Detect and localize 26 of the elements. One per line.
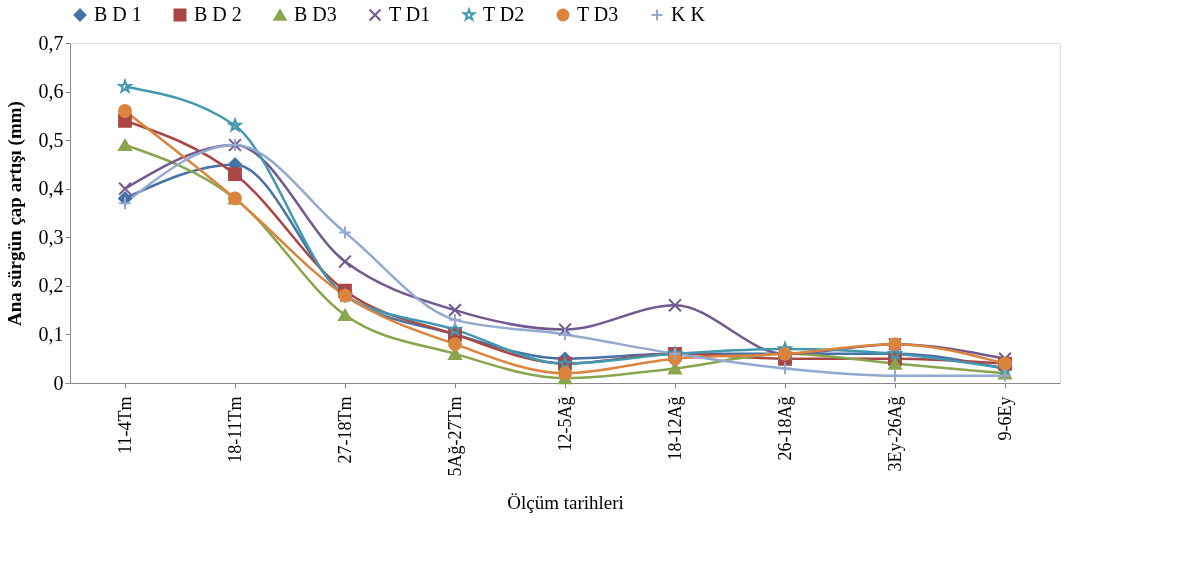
x-axis-title: Ölçüm tarihleri bbox=[507, 492, 624, 514]
x-tick-label: 18-11Tm bbox=[224, 396, 245, 463]
legend-label: B D 1 bbox=[94, 3, 142, 25]
y-tick-label: 0,4 bbox=[38, 177, 64, 200]
y-tick-label: 0,3 bbox=[38, 225, 64, 248]
y-tick-label: 0 bbox=[53, 371, 64, 394]
x-tick-label: 9-6Ey bbox=[994, 396, 1015, 441]
y-tick-label: 0,6 bbox=[38, 80, 64, 103]
y-tick-label: 0,5 bbox=[38, 128, 64, 151]
x-tick-label: 3Ey-26Ağ bbox=[884, 396, 905, 472]
legend-label: T D2 bbox=[483, 3, 525, 25]
y-tick-label: 0,2 bbox=[38, 274, 64, 297]
x-tick-label: 12-5Ağ bbox=[554, 396, 575, 452]
x-tick-label: 11-4Tm bbox=[114, 396, 135, 454]
x-tick-label: 27-18Tm bbox=[334, 396, 355, 464]
y-tick-label: 0,7 bbox=[38, 31, 64, 54]
y-tick-label: 0,1 bbox=[38, 322, 64, 345]
x-tick-label: 26-18Ağ bbox=[774, 396, 795, 461]
legend-label: T D3 bbox=[577, 3, 619, 25]
legend-label: T D1 bbox=[389, 3, 431, 25]
legend-label: B D3 bbox=[294, 3, 337, 25]
x-tick-label: 5Ağ-27Tm bbox=[444, 396, 465, 477]
legend-label: B D 2 bbox=[194, 3, 242, 25]
y-axis-title: Ana sürgün çap artışı (mm) bbox=[3, 101, 26, 326]
x-tick-label: 18-12Ağ bbox=[664, 396, 685, 461]
legend-label: K K bbox=[671, 3, 706, 25]
